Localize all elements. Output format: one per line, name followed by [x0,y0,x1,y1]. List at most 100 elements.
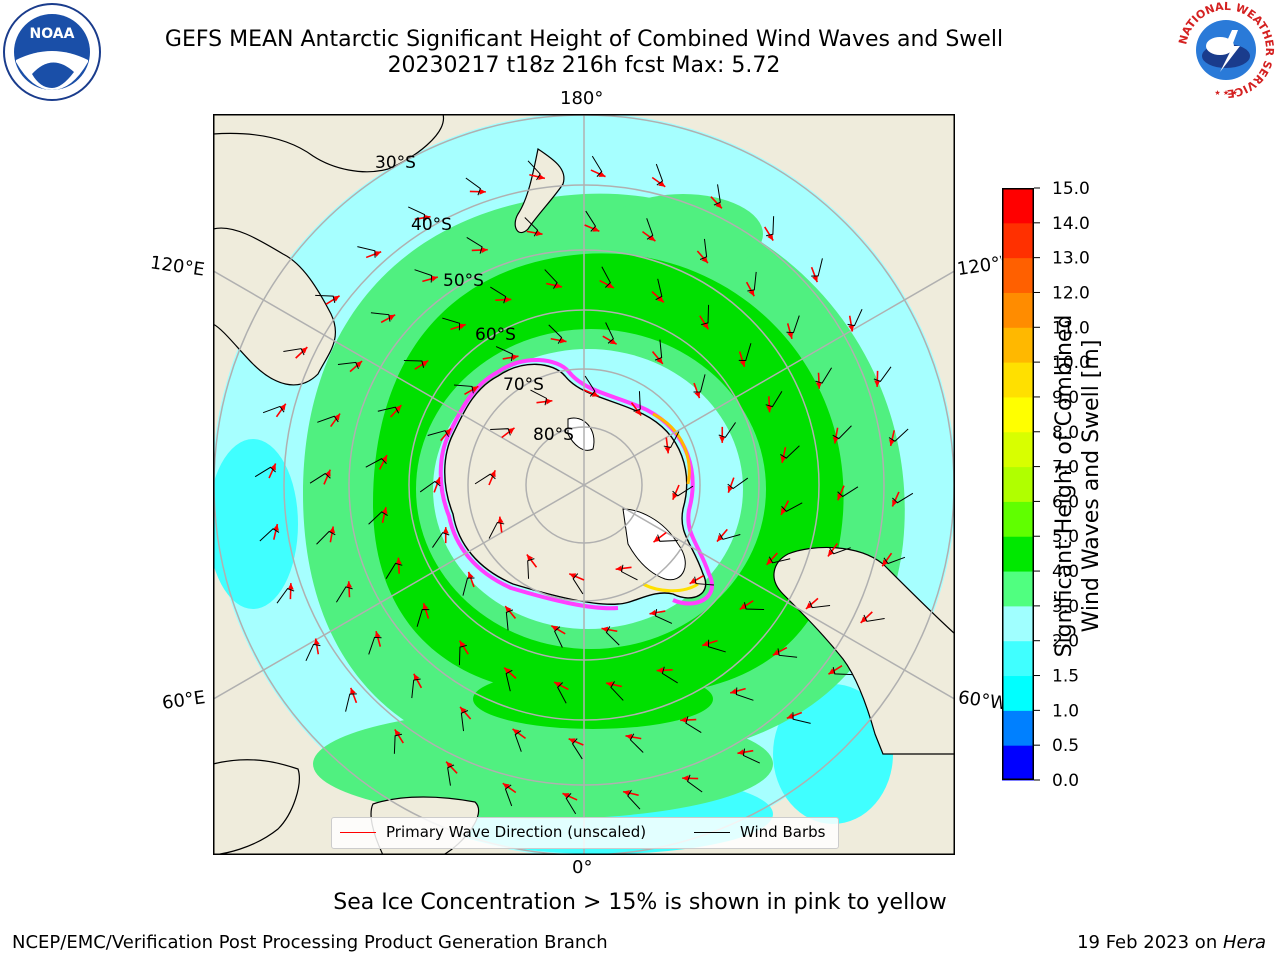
wind-barb [888,428,909,442]
wind-barb [654,608,673,624]
wave-arrow-head [656,667,664,674]
colorbar-segment [1002,362,1034,398]
wind-barb [633,391,641,412]
wind-barb [377,406,400,414]
wave-arrow-head [664,446,671,454]
wave-arrow-head [625,733,633,740]
wind-barb [727,477,749,490]
wind-barb [337,361,359,370]
wave-arrow-head [345,581,353,588]
wave-arrow-head [444,428,452,436]
wave-arrow-head [767,233,774,241]
wind-barb [458,644,467,666]
wind-barb [419,480,441,493]
wave-arrow-head [430,275,438,282]
wave-arrow-head [395,557,402,565]
wind-barb [524,217,539,237]
colorbar-segment [1002,571,1034,607]
wind-barb [738,343,752,362]
wind-barb [601,266,611,288]
wave-arrow-head [511,354,519,361]
colorbar-tick-label: 0.5 [1052,736,1079,756]
legend-item-wind-barbs: Wind Barbs [694,823,825,841]
wave-arrow-head [460,706,467,714]
colorbar-segment [1002,536,1034,572]
svg-text:★ ★ ★: ★ ★ ★ [1214,89,1237,97]
wave-arrow-head [598,171,606,177]
lon-label-60e: 60°E [160,687,207,714]
lon-label-120w: 120°W [955,252,1004,281]
wind-barb [345,693,357,712]
wind-barb [629,733,644,753]
wave-arrow-head [672,492,679,500]
wave-arrow-head [458,323,466,330]
wind-barb [548,324,563,344]
wave-arrow-head [689,577,697,584]
south-america-land [773,546,955,755]
wave-arrow-head [526,554,534,562]
wave-arrow-head [422,603,429,611]
wave-arrow-head [423,214,431,221]
wave-arrow-head [568,738,576,745]
wind-barb [591,155,603,177]
footer-date: 19 Feb 2023 on Hera [1077,932,1266,953]
colorbar-tick-label: 7.0 [1052,458,1079,478]
colorbar-tick-label: 8.0 [1052,423,1079,443]
wind-barb [654,339,663,361]
colorbar-segment [1002,640,1034,677]
footer-date-text: 19 Feb 2023 on [1077,932,1223,953]
wind-barb [572,573,584,595]
wind-barb [527,558,535,579]
wind-barb [527,160,541,181]
wind-barb [765,216,775,237]
wave-arrow-head [781,507,787,515]
wind-barb [504,784,513,807]
wind-barb [505,669,513,692]
wind-barb [466,236,483,254]
wave-arrow-head [591,390,599,397]
colorbar-tick-label: 3.0 [1052,597,1079,617]
wind-barb [811,258,823,277]
wave-arrow-head [355,361,363,368]
wind-barb [490,286,507,304]
wind-barb [585,210,597,232]
wave-arrow-head [300,347,308,354]
wave-arrow-head [313,638,320,646]
wave-arrow-head [649,609,657,616]
wind-barb [462,577,475,596]
lon-label-60w: 60°W [956,686,1005,715]
wind-barb [694,576,714,586]
wave-arrow-head [701,256,708,264]
new-zealand-land [514,148,565,234]
wind-barb [747,271,757,292]
colorbar-segment [1002,745,1034,781]
wind-barb [781,502,803,512]
wind-barb [743,602,765,611]
colorbar-tick-label: 2.0 [1052,632,1079,652]
wave-arrow-head [502,783,510,790]
colorbar: 0.0 0.5 1.0 1.5 2.0 3.0 4.0 5.0 6.0 7.0 8.0 9.0 10.0… [1002,179,1090,791]
colorbar-tick-label: 5.0 [1052,527,1079,547]
wind-barb [832,666,853,676]
wind-barb [765,391,783,408]
colorbar-tick-label: 12.0 [1052,283,1090,303]
wave-arrow-head [442,527,449,534]
wave-arrow-head [805,602,813,609]
wave-arrow-head [394,729,401,737]
colorbar-label: Significant Height of Combined Wind Wave… [1051,315,1105,658]
colorbar-segment [1002,605,1034,642]
wave-arrow-head [680,716,687,724]
wind-barb [357,246,376,258]
colorbar-label-line1: Significant Height of Combined [1052,314,1077,658]
wind-barb [829,547,851,555]
lat-label-50s: 50°S [443,271,484,291]
wind-barb [262,405,285,414]
colorbar-tick-label: 4.0 [1052,562,1079,582]
colorbar-tick-label: 13.0 [1052,249,1090,269]
wind-barb [495,346,514,362]
wave-arrow-head [467,571,474,579]
wave-arrow-head [504,667,511,675]
colorbar-segment [1002,675,1034,711]
wave-arrow-head [551,625,559,632]
colorbar-segment [1002,396,1034,433]
